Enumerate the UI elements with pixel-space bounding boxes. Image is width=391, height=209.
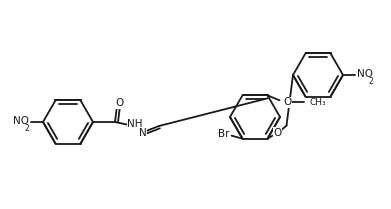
Text: NH: NH [127, 119, 143, 129]
Text: O: O [283, 97, 292, 107]
Text: N: N [139, 128, 147, 138]
Text: 2: 2 [369, 76, 373, 85]
Text: NO: NO [357, 69, 373, 79]
Text: O: O [273, 128, 282, 138]
Text: 2: 2 [25, 124, 29, 133]
Text: CH₃: CH₃ [310, 98, 326, 107]
Text: NO: NO [13, 116, 29, 126]
Text: O: O [115, 98, 123, 108]
Text: Br: Br [218, 129, 229, 139]
